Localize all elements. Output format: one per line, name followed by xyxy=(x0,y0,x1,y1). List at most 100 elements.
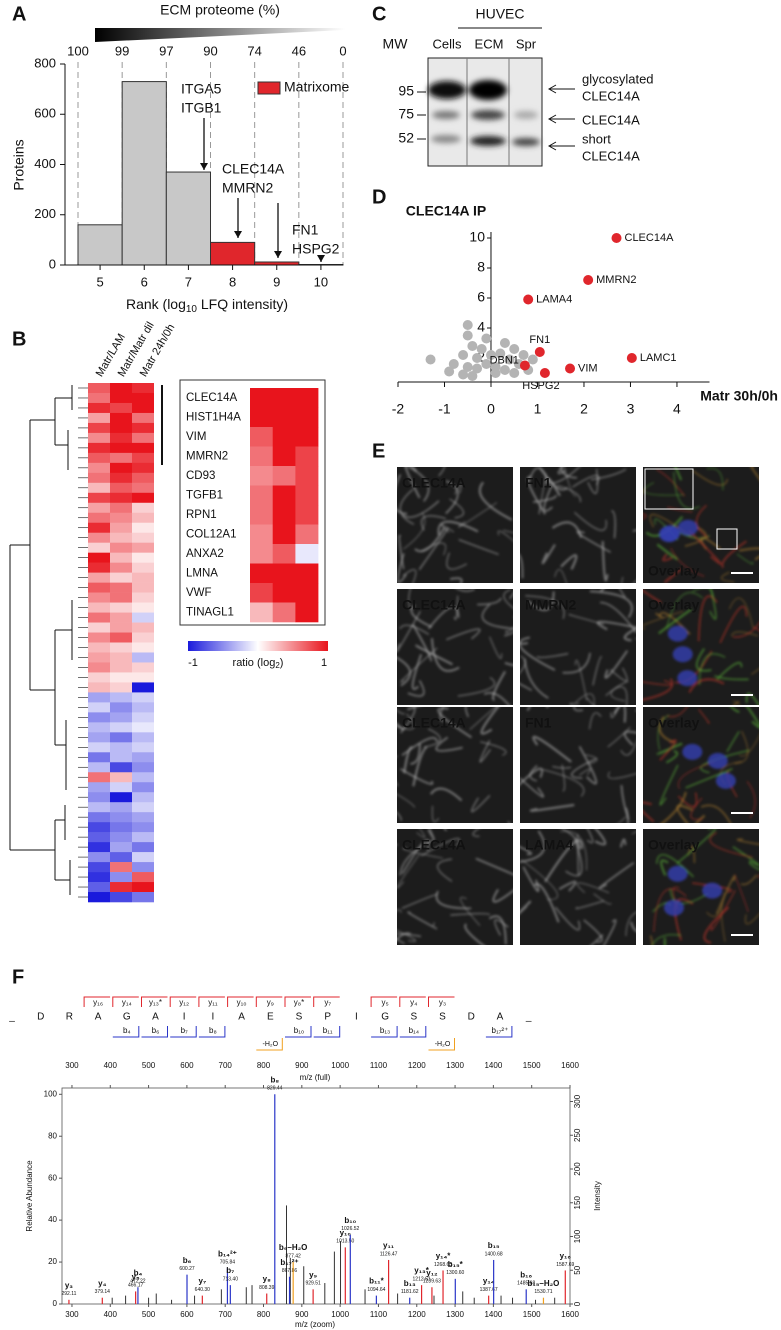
label: 0 xyxy=(487,401,495,417)
micrograph xyxy=(520,467,636,583)
label: G xyxy=(381,1012,389,1023)
heatmap-cell xyxy=(272,388,296,408)
label: 8 xyxy=(477,259,485,275)
fiber xyxy=(397,932,412,941)
fiber xyxy=(551,521,583,539)
label: RPN1 xyxy=(186,509,217,521)
heatmap-cell xyxy=(110,432,132,444)
fiber xyxy=(469,707,498,730)
heatmap-cell xyxy=(88,892,110,903)
label: 472.22 xyxy=(130,1279,146,1285)
heatmap-cell xyxy=(272,544,296,564)
heatmap-cell xyxy=(132,392,154,404)
fiber xyxy=(745,692,759,705)
colorbar-label: ratio (log2) xyxy=(233,657,284,670)
label: 1100 xyxy=(370,1061,388,1070)
nucleus xyxy=(667,625,688,642)
label: b₆ xyxy=(183,1256,192,1265)
fiber xyxy=(659,764,679,806)
fiber xyxy=(472,829,480,837)
fiber xyxy=(734,874,749,913)
nucleus xyxy=(682,743,703,760)
label: CLEC14A xyxy=(186,392,237,404)
label: 877.42 xyxy=(286,1253,302,1259)
fiber xyxy=(625,912,636,937)
label: 2 xyxy=(580,401,588,417)
heatmap-cell xyxy=(88,622,110,633)
nucleus xyxy=(658,526,679,543)
fiber xyxy=(397,755,399,787)
label: b₁₆ xyxy=(520,1270,532,1279)
nucleus xyxy=(715,772,736,789)
fiber xyxy=(527,591,555,611)
label: 46 xyxy=(292,43,306,58)
label: Proteins xyxy=(11,139,27,190)
label: Overlay xyxy=(648,563,700,579)
label: 466.17 xyxy=(128,1283,144,1289)
label: 97 xyxy=(159,43,173,58)
heatmap-cell xyxy=(88,802,110,813)
fiber xyxy=(666,592,703,629)
nucleus xyxy=(663,899,684,916)
heatmap-cell xyxy=(88,542,110,553)
label: 1587.69 xyxy=(556,1262,574,1268)
label: 6 xyxy=(477,289,485,305)
fiber xyxy=(687,845,696,863)
heatmap-cell xyxy=(110,402,132,414)
panel-label: C xyxy=(372,3,386,25)
heatmap-cell xyxy=(272,602,296,623)
heatmap-cell xyxy=(88,732,110,743)
mw-ticks xyxy=(417,91,426,140)
label: CLEC14A xyxy=(402,475,466,491)
fiber xyxy=(520,655,526,674)
b-bracket xyxy=(141,1026,168,1038)
heatmap-cell xyxy=(250,583,273,603)
texture xyxy=(397,829,513,945)
label: 1 xyxy=(321,657,327,669)
fiber xyxy=(398,534,405,570)
label: A xyxy=(238,1012,245,1023)
fiber xyxy=(536,652,569,659)
point xyxy=(509,344,520,354)
fiber xyxy=(397,709,405,715)
label: 1239.63 xyxy=(423,1279,441,1285)
fiber xyxy=(561,829,581,850)
heatmap-cell xyxy=(250,427,273,447)
label: A xyxy=(497,1012,504,1023)
fiber xyxy=(575,900,605,910)
fiber xyxy=(561,764,566,792)
label: 50 xyxy=(573,1265,582,1274)
label: m/z (zoom) xyxy=(295,1320,335,1329)
label: I xyxy=(212,1012,215,1023)
fiber xyxy=(756,875,759,879)
fiber xyxy=(670,547,705,577)
heatmap-cell xyxy=(88,432,110,444)
heatmap-cell xyxy=(132,752,154,763)
label: 500 xyxy=(142,1061,156,1070)
label: b₁₅ xyxy=(488,1241,500,1250)
micrograph xyxy=(520,707,636,823)
mw-label: MW xyxy=(383,36,409,52)
b-bracket xyxy=(198,1026,226,1038)
point xyxy=(509,368,520,378)
point xyxy=(476,344,487,354)
heatmap-cell xyxy=(132,622,154,633)
fiber xyxy=(574,511,607,531)
fiber xyxy=(477,597,502,606)
label: b₈ xyxy=(270,1075,279,1084)
heatmap-cell xyxy=(110,662,132,673)
label: y₁₀ xyxy=(237,998,247,1007)
fiber xyxy=(659,739,677,761)
point xyxy=(499,365,510,375)
y-bracket xyxy=(112,996,139,1007)
label: 4 xyxy=(477,319,485,335)
heatmap-cell xyxy=(132,852,154,863)
fiber xyxy=(623,627,636,642)
label: S xyxy=(439,1012,446,1023)
fiber xyxy=(456,589,475,592)
label: 600.27 xyxy=(179,1266,195,1272)
texture xyxy=(397,467,513,583)
fiber xyxy=(415,644,453,666)
heatmap-cell xyxy=(88,462,110,474)
label: LAMC1 xyxy=(640,352,677,364)
